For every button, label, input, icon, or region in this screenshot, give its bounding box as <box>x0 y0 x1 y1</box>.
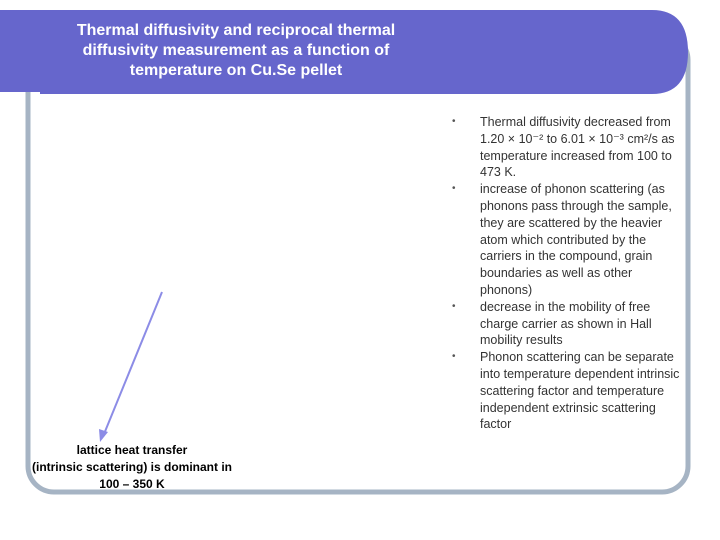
bullet-item: • Thermal diffusivity decreased from 1.2… <box>452 114 684 181</box>
annotation-arrow-head <box>99 429 108 442</box>
bullet-item: • Phonon scattering can be separate into… <box>452 349 684 433</box>
bullet-item: • decrease in the mobility of free charg… <box>452 299 684 349</box>
bullet-item: • increase of phonon scattering (as phon… <box>452 181 684 299</box>
bullet-text: increase of phonon scattering (as phonon… <box>480 182 672 297</box>
bullet-icon: • <box>452 116 456 127</box>
annotation-arrow <box>103 291 163 435</box>
bullet-icon: • <box>452 183 456 195</box>
bullet-text: Thermal diffusivity decreased from 1.20 … <box>480 115 675 180</box>
bullet-icon: • <box>452 300 456 312</box>
bullet-icon: • <box>452 351 456 363</box>
bullet-list: • Thermal diffusivity decreased from 1.2… <box>452 114 684 433</box>
title-banner <box>0 10 688 94</box>
bullet-text: Phonon scattering can be separate into t… <box>480 350 680 432</box>
figure-caption: lattice heat transfer (intrinsic scatter… <box>31 443 233 491</box>
slide-title: Thermal diffusivity and reciprocal therm… <box>76 22 396 79</box>
bullet-text: decrease in the mobility of free charge … <box>480 299 652 348</box>
